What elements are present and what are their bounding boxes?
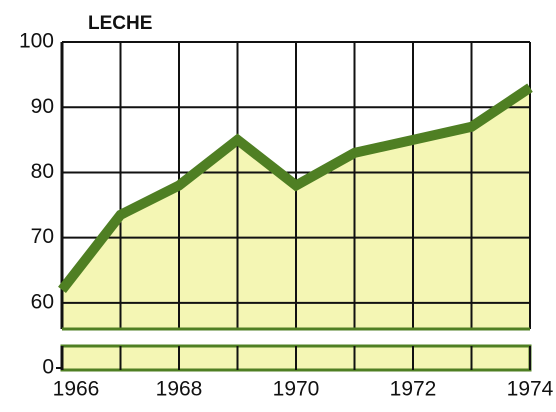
y-tick-label: 0 xyxy=(42,356,54,379)
y-tick-label: 70 xyxy=(31,225,54,248)
y-tick-label: 80 xyxy=(31,160,54,183)
x-tick-label: 1972 xyxy=(390,378,437,401)
x-tick-label: 1974 xyxy=(507,378,554,401)
y-tick-label: 60 xyxy=(31,290,54,313)
x-tick-label: 1966 xyxy=(53,378,100,401)
chart-title: LECHE xyxy=(88,13,152,34)
y-tick-label: 100 xyxy=(19,30,54,53)
x-tick-label: 1970 xyxy=(273,378,320,401)
x-tick-label: 1968 xyxy=(156,378,203,401)
y-tick-label: 90 xyxy=(31,95,54,118)
line xyxy=(58,83,533,293)
